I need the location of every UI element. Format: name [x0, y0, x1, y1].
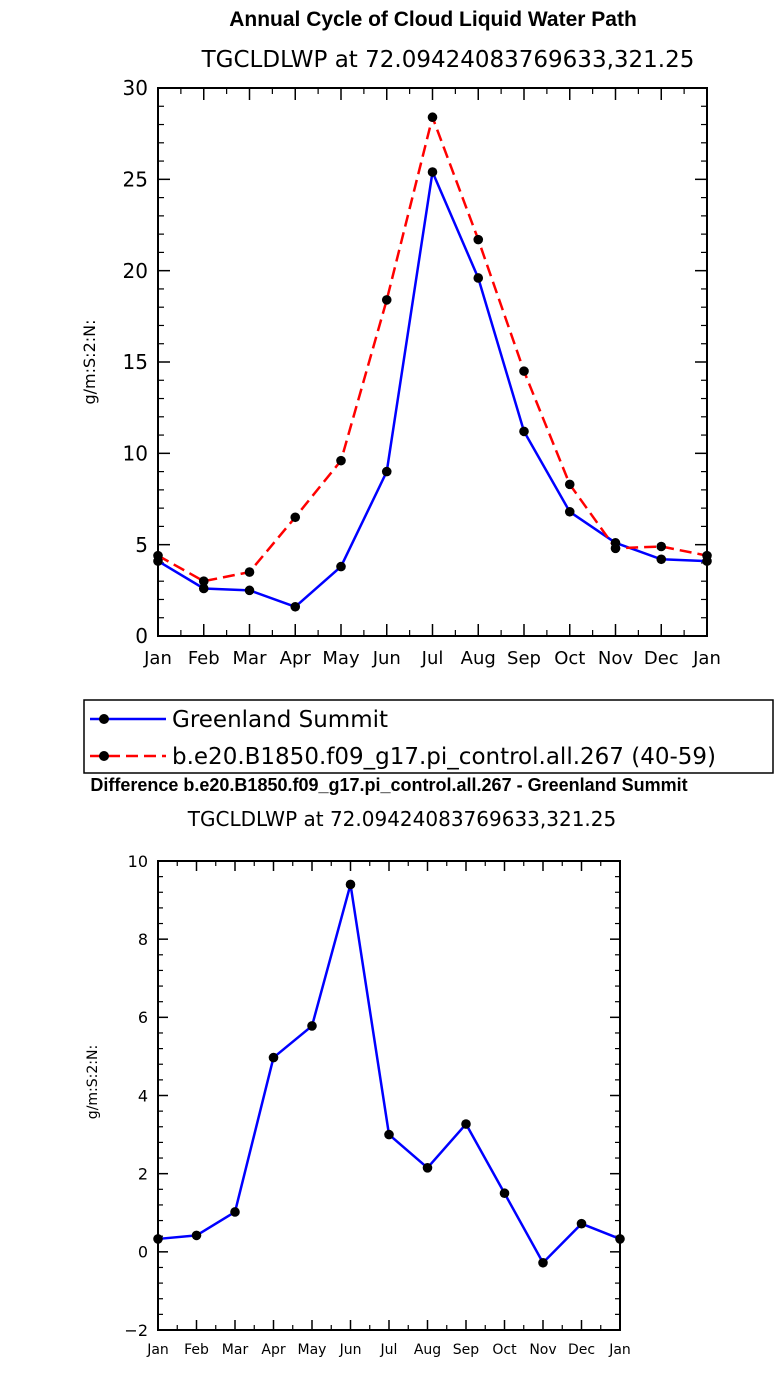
chart1-series-1-point: [244, 567, 255, 577]
chart1-x-tick-label: Jan: [692, 648, 721, 669]
legend-entry-greenland-summit: Greenland Summit: [90, 707, 388, 733]
chart1-x-tick-label: Jan: [143, 648, 172, 669]
chart2-y-axis-label: g/m:S:2:N:: [85, 1045, 101, 1119]
chart1-plot-area: Jan Feb Mar Apr May Jun Jul Aug Sep Oct Nov Dec Jan0…: [123, 76, 721, 669]
chart2-series-0-point: [307, 1021, 317, 1031]
chart2-series-0-point: [268, 1052, 279, 1063]
chart2-series-0-point: [538, 1257, 548, 1268]
chart2-plot-frame: [157, 860, 621, 1331]
chart1-x-tick-label: Apr: [280, 648, 312, 669]
chart2-series-0-point: [153, 1234, 163, 1244]
chart2-title: Difference b.e20.B1850.f09_g17.pi_contro…: [90, 775, 687, 795]
chart1-y-tick-label: 0: [135, 624, 148, 648]
legend-marker-pi-control: [99, 751, 109, 761]
legend-marker-greenland-summit: [99, 714, 109, 724]
chart2-y-tick-label: 0: [138, 1243, 148, 1262]
chart2-y-tick-label: 4: [138, 1086, 148, 1105]
chart1-series-0-point: [656, 554, 667, 565]
chart1-series-0-point: [381, 466, 392, 477]
chart2-series-0-point: [191, 1230, 202, 1241]
legend-label-greenland-summit: Greenland Summit: [172, 707, 388, 733]
chart2-y-tick-label: 10: [128, 852, 148, 871]
chart1-series-0-line: [157, 170, 708, 609]
chart1-x-tick-label: Feb: [188, 648, 220, 669]
chart2-series-0-point: [422, 1163, 433, 1173]
chart2-x-tick-label: Jul: [380, 1342, 398, 1358]
chart1-x-tick-label: Oct: [554, 648, 585, 669]
chart2-x-tick-label: Feb: [184, 1342, 209, 1358]
chart2-subtitle: TGCLDLWP at 72.09424083769633,321.25: [187, 807, 616, 831]
chart2-plot-area: Jan Feb Mar Apr May Jun Jul Aug Sep Oct Nov Dec Jan −…: [124, 852, 630, 1358]
chart1-series-1-point: [153, 550, 163, 561]
chart2-x-tick-label: Aug: [414, 1342, 441, 1358]
chart2-y-tick-label: 2: [138, 1164, 148, 1183]
chart1-series-1-point: [702, 550, 712, 561]
chart2-x-tick-label: Dec: [568, 1342, 595, 1358]
chart2-y-tick-label: −2: [124, 1321, 148, 1340]
chart1-series-0-point: [427, 167, 438, 177]
chart2-x-tick-label: Sep: [453, 1342, 480, 1358]
chart1-series-1-point: [656, 541, 667, 552]
chart1-series-1-point: [381, 295, 392, 305]
chart1-y-tick-label: 10: [123, 442, 148, 466]
chart1-series-0-point: [336, 561, 346, 572]
chart1-series-1-point: [519, 366, 529, 376]
chart2-y-tick-label: 8: [138, 930, 148, 949]
chart1-series-0-point: [519, 426, 529, 437]
chart2-x-tick-label: Oct: [492, 1342, 517, 1358]
chart2-x-tick-label: Jan: [146, 1342, 169, 1358]
chart1-x-tick-label: Dec: [644, 648, 679, 669]
chart1-y-axis-label: g/m:S:2:N:: [80, 320, 99, 405]
chart2-series-0-point: [461, 1119, 471, 1129]
chart1-x-tick-label: Sep: [507, 648, 541, 669]
chart1-series-1-point: [290, 512, 301, 523]
chart1-series-1-point: [427, 112, 438, 123]
chart1-x-tick-label: Jun: [372, 648, 401, 669]
chart1-series-1-point: [336, 455, 346, 466]
chart2-x-tick-label: May: [298, 1342, 327, 1358]
chart1-subtitle: TGCLDLWP at 72.09424083769633,321.25: [201, 47, 695, 73]
chart1-series-0-point: [290, 601, 301, 612]
chart2-series-0-line: [157, 883, 621, 1265]
legend-box: [83, 699, 774, 774]
chart2-series-0-point: [384, 1129, 394, 1140]
chart1-series-1-point: [610, 543, 621, 554]
chart2-y-tick-label: 6: [138, 1008, 148, 1027]
chart2-series-0-point: [499, 1188, 510, 1199]
chart1-x-tick-label: Mar: [233, 648, 268, 669]
chart1-series-0-point: [564, 506, 575, 517]
chart1-series-0-point: [244, 585, 255, 596]
chart1-series-1-point: [473, 234, 484, 245]
chart1-y-tick-label: 20: [123, 259, 148, 283]
chart1-series-1-point: [564, 479, 575, 490]
chart1-y-tick-label: 30: [123, 76, 148, 100]
chart1-x-tick-label: Nov: [598, 648, 633, 669]
chart1-x-tick-label: Jul: [421, 648, 444, 669]
chart2-series-0-point: [615, 1234, 625, 1244]
legend-entry-pi-control: b.e20.B1850.f09_g17.pi_control.all.267 (…: [90, 744, 716, 770]
chart1-title: Annual Cycle of Cloud Liquid Water Path: [229, 8, 637, 31]
chart2-x-tick-label: Jan: [608, 1342, 631, 1358]
chart1-series-1-line: [157, 115, 708, 583]
chart2-x-tick-label: Nov: [529, 1342, 556, 1358]
chart1-x-tick-label: Aug: [461, 648, 496, 669]
chart2-x-tick-label: Jun: [339, 1342, 362, 1358]
chart1-y-tick-label: 15: [123, 350, 148, 374]
chart2-x-tick-label: Apr: [261, 1342, 285, 1358]
chart2-series-0-point: [345, 879, 356, 890]
legend-label-pi-control: b.e20.B1850.f09_g17.pi_control.all.267 (…: [172, 744, 716, 770]
chart1-x-tick-label: May: [322, 648, 360, 669]
chart2-series-0-point: [576, 1218, 587, 1229]
chart1-series-1-point: [198, 576, 209, 586]
chart1-series-0-point: [198, 583, 209, 594]
chart1-series-0-point: [473, 273, 484, 283]
chart2-x-tick-label: Mar: [222, 1342, 249, 1358]
chart2-series-0-point: [230, 1207, 240, 1217]
chart1-y-tick-label: 5: [135, 533, 148, 557]
chart1-y-tick-label: 25: [123, 168, 148, 192]
